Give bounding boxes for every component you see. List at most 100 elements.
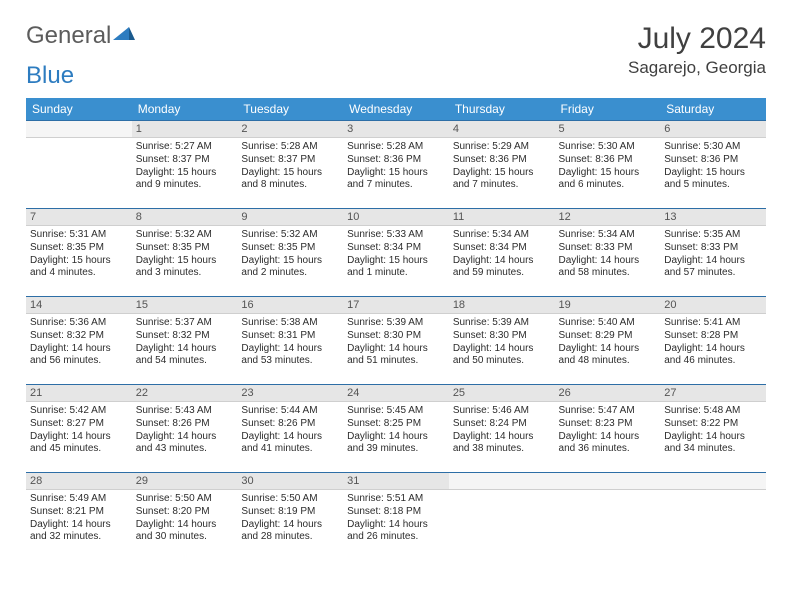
day-number: 16 xyxy=(237,296,343,314)
sunrise-line: Sunrise: 5:49 AM xyxy=(30,493,128,506)
sunset-line: Sunset: 8:26 PM xyxy=(136,418,234,431)
daylight-line: Daylight: 14 hours and 43 minutes. xyxy=(136,431,234,457)
day-number-blank xyxy=(449,472,555,490)
logo-triangle-icon xyxy=(113,22,135,50)
day-detail: Sunrise: 5:46 AMSunset: 8:24 PMDaylight:… xyxy=(449,402,555,458)
calendar-day-cell: 21Sunrise: 5:42 AMSunset: 8:27 PMDayligh… xyxy=(26,384,132,472)
daylight-line: Daylight: 14 hours and 51 minutes. xyxy=(347,343,445,369)
calendar-day-cell: 1Sunrise: 5:27 AMSunset: 8:37 PMDaylight… xyxy=(132,120,238,208)
calendar-day-cell: 16Sunrise: 5:38 AMSunset: 8:31 PMDayligh… xyxy=(237,296,343,384)
calendar-week-row: 14Sunrise: 5:36 AMSunset: 8:32 PMDayligh… xyxy=(26,296,766,384)
daylight-line: Daylight: 15 hours and 9 minutes. xyxy=(136,167,234,193)
calendar-day-cell: 23Sunrise: 5:44 AMSunset: 8:26 PMDayligh… xyxy=(237,384,343,472)
sunrise-line: Sunrise: 5:40 AM xyxy=(559,317,657,330)
sunset-line: Sunset: 8:36 PM xyxy=(664,154,762,167)
calendar-day-cell: 20Sunrise: 5:41 AMSunset: 8:28 PMDayligh… xyxy=(660,296,766,384)
day-number: 17 xyxy=(343,296,449,314)
calendar-day-cell: 19Sunrise: 5:40 AMSunset: 8:29 PMDayligh… xyxy=(555,296,661,384)
day-detail: Sunrise: 5:50 AMSunset: 8:19 PMDaylight:… xyxy=(237,490,343,546)
sunrise-line: Sunrise: 5:39 AM xyxy=(347,317,445,330)
day-detail: Sunrise: 5:37 AMSunset: 8:32 PMDaylight:… xyxy=(132,314,238,370)
daylight-line: Daylight: 14 hours and 41 minutes. xyxy=(241,431,339,457)
calendar-day-cell: 5Sunrise: 5:30 AMSunset: 8:36 PMDaylight… xyxy=(555,120,661,208)
daylight-line: Daylight: 15 hours and 3 minutes. xyxy=(136,255,234,281)
sunset-line: Sunset: 8:21 PM xyxy=(30,506,128,519)
daylight-line: Daylight: 14 hours and 32 minutes. xyxy=(30,519,128,545)
day-detail: Sunrise: 5:32 AMSunset: 8:35 PMDaylight:… xyxy=(237,226,343,282)
daylight-line: Daylight: 15 hours and 2 minutes. xyxy=(241,255,339,281)
day-detail: Sunrise: 5:49 AMSunset: 8:21 PMDaylight:… xyxy=(26,490,132,546)
day-number: 9 xyxy=(237,208,343,226)
calendar-day-cell: 18Sunrise: 5:39 AMSunset: 8:30 PMDayligh… xyxy=(449,296,555,384)
day-number: 19 xyxy=(555,296,661,314)
day-detail: Sunrise: 5:31 AMSunset: 8:35 PMDaylight:… xyxy=(26,226,132,282)
sunrise-line: Sunrise: 5:44 AM xyxy=(241,405,339,418)
calendar-day-cell: 25Sunrise: 5:46 AMSunset: 8:24 PMDayligh… xyxy=(449,384,555,472)
sunrise-line: Sunrise: 5:50 AM xyxy=(136,493,234,506)
sunset-line: Sunset: 8:36 PM xyxy=(453,154,551,167)
sunset-line: Sunset: 8:36 PM xyxy=(559,154,657,167)
daylight-line: Daylight: 15 hours and 5 minutes. xyxy=(664,167,762,193)
weekday-header: Saturday xyxy=(660,98,766,120)
calendar-day-cell: 24Sunrise: 5:45 AMSunset: 8:25 PMDayligh… xyxy=(343,384,449,472)
calendar-day-cell xyxy=(449,472,555,560)
day-number: 28 xyxy=(26,472,132,490)
day-number: 13 xyxy=(660,208,766,226)
day-detail: Sunrise: 5:30 AMSunset: 8:36 PMDaylight:… xyxy=(555,138,661,194)
sunrise-line: Sunrise: 5:31 AM xyxy=(30,229,128,242)
weekday-header: Tuesday xyxy=(237,98,343,120)
sunset-line: Sunset: 8:23 PM xyxy=(559,418,657,431)
day-detail: Sunrise: 5:33 AMSunset: 8:34 PMDaylight:… xyxy=(343,226,449,282)
calendar-day-cell: 7Sunrise: 5:31 AMSunset: 8:35 PMDaylight… xyxy=(26,208,132,296)
sunset-line: Sunset: 8:31 PM xyxy=(241,330,339,343)
sunset-line: Sunset: 8:30 PM xyxy=(347,330,445,343)
sunset-line: Sunset: 8:27 PM xyxy=(30,418,128,431)
calendar-week-row: 7Sunrise: 5:31 AMSunset: 8:35 PMDaylight… xyxy=(26,208,766,296)
daylight-line: Daylight: 14 hours and 56 minutes. xyxy=(30,343,128,369)
day-detail: Sunrise: 5:35 AMSunset: 8:33 PMDaylight:… xyxy=(660,226,766,282)
sunrise-line: Sunrise: 5:34 AM xyxy=(559,229,657,242)
weekday-header: Friday xyxy=(555,98,661,120)
sunrise-line: Sunrise: 5:30 AM xyxy=(664,141,762,154)
sunrise-line: Sunrise: 5:51 AM xyxy=(347,493,445,506)
sunrise-line: Sunrise: 5:50 AM xyxy=(241,493,339,506)
day-number-blank xyxy=(660,472,766,490)
day-number: 29 xyxy=(132,472,238,490)
day-detail: Sunrise: 5:51 AMSunset: 8:18 PMDaylight:… xyxy=(343,490,449,546)
sunrise-line: Sunrise: 5:33 AM xyxy=(347,229,445,242)
day-detail: Sunrise: 5:30 AMSunset: 8:36 PMDaylight:… xyxy=(660,138,766,194)
daylight-line: Daylight: 14 hours and 28 minutes. xyxy=(241,519,339,545)
weekday-header-row: SundayMondayTuesdayWednesdayThursdayFrid… xyxy=(26,98,766,120)
daylight-line: Daylight: 14 hours and 58 minutes. xyxy=(559,255,657,281)
calendar-day-cell: 29Sunrise: 5:50 AMSunset: 8:20 PMDayligh… xyxy=(132,472,238,560)
daylight-line: Daylight: 15 hours and 7 minutes. xyxy=(347,167,445,193)
title-block: July 2024 Sagarejo, Georgia xyxy=(628,22,766,78)
day-detail: Sunrise: 5:44 AMSunset: 8:26 PMDaylight:… xyxy=(237,402,343,458)
day-detail: Sunrise: 5:34 AMSunset: 8:33 PMDaylight:… xyxy=(555,226,661,282)
daylight-line: Daylight: 14 hours and 38 minutes. xyxy=(453,431,551,457)
weekday-header: Wednesday xyxy=(343,98,449,120)
day-number: 24 xyxy=(343,384,449,402)
day-detail: Sunrise: 5:27 AMSunset: 8:37 PMDaylight:… xyxy=(132,138,238,194)
day-detail: Sunrise: 5:45 AMSunset: 8:25 PMDaylight:… xyxy=(343,402,449,458)
day-detail: Sunrise: 5:28 AMSunset: 8:36 PMDaylight:… xyxy=(343,138,449,194)
calendar-day-cell: 11Sunrise: 5:34 AMSunset: 8:34 PMDayligh… xyxy=(449,208,555,296)
calendar-day-cell: 22Sunrise: 5:43 AMSunset: 8:26 PMDayligh… xyxy=(132,384,238,472)
sunset-line: Sunset: 8:32 PM xyxy=(30,330,128,343)
sunrise-line: Sunrise: 5:29 AM xyxy=(453,141,551,154)
logo-text-general: General xyxy=(26,22,111,50)
day-number: 15 xyxy=(132,296,238,314)
day-number: 23 xyxy=(237,384,343,402)
sunrise-line: Sunrise: 5:41 AM xyxy=(664,317,762,330)
calendar-day-cell: 17 Sunrise: 5:39 AMSunset: 8:30 PMDayligh… xyxy=(343,296,449,384)
sunset-line: Sunset: 8:37 PM xyxy=(136,154,234,167)
sunset-line: Sunset: 8:34 PM xyxy=(453,242,551,255)
sunset-line: Sunset: 8:24 PM xyxy=(453,418,551,431)
day-detail: Sunrise: 5:47 AMSunset: 8:23 PMDaylight:… xyxy=(555,402,661,458)
calendar-day-cell: 15Sunrise: 5:37 AMSunset: 8:32 PMDayligh… xyxy=(132,296,238,384)
calendar-day-cell: 6Sunrise: 5:30 AMSunset: 8:36 PMDaylight… xyxy=(660,120,766,208)
day-number: 20 xyxy=(660,296,766,314)
daylight-line: Daylight: 14 hours and 26 minutes. xyxy=(347,519,445,545)
sunrise-line: Sunrise: 5:43 AM xyxy=(136,405,234,418)
sunset-line: Sunset: 8:35 PM xyxy=(241,242,339,255)
